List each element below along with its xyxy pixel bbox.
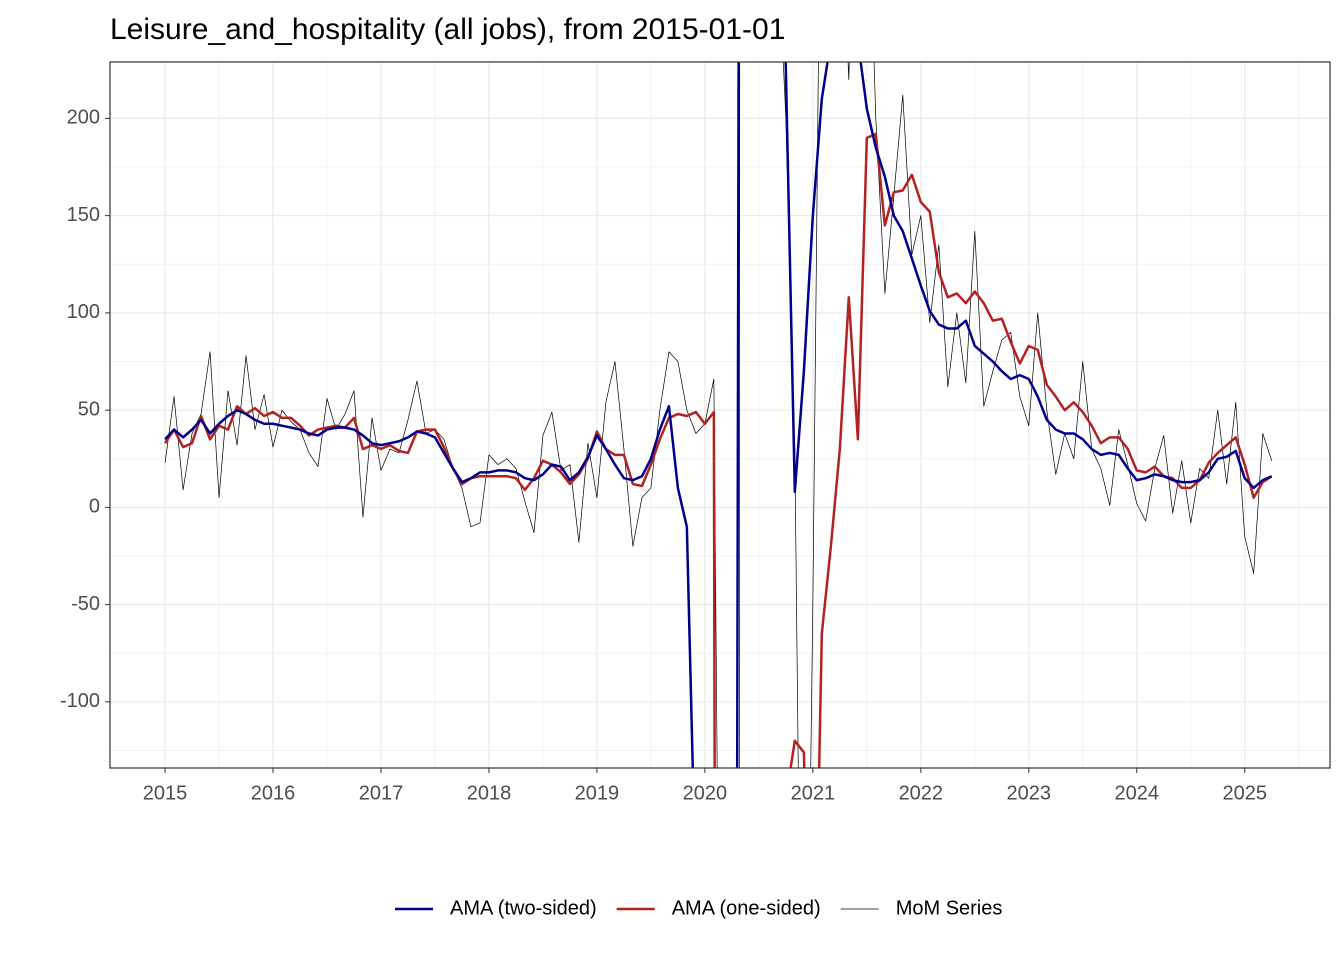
x-tick-label: 2021 <box>791 782 836 804</box>
series-line <box>164 62 1273 768</box>
x-tick-label: 2025 <box>1222 782 1267 804</box>
series-line <box>164 132 1273 768</box>
y-tick-label: 100 <box>67 301 100 323</box>
x-tick-label: 2020 <box>683 782 728 804</box>
y-tick-label: 50 <box>78 398 100 420</box>
grid <box>110 62 1330 768</box>
y-tick-label: 0 <box>89 496 100 518</box>
y-tick-label: 150 <box>67 204 100 226</box>
series-line <box>164 62 1273 768</box>
y-tick-label: -100 <box>60 690 100 712</box>
axes: -100 -50 0 50 100 150 200 2015 2016 2017 2018 2019 2… <box>60 107 1267 805</box>
x-tick-label: 2022 <box>899 782 944 804</box>
y-tick-label: -50 <box>71 593 100 615</box>
x-tick-label: 2016 <box>251 782 296 804</box>
x-tick-label: 2023 <box>1007 782 1052 804</box>
x-tick-label: 2024 <box>1114 782 1159 804</box>
plot-lines <box>164 62 1273 768</box>
plot-border <box>109 61 1331 769</box>
chart-title: Leisure_and_hospitality (all jobs), from… <box>110 13 785 46</box>
legend: AMA (two-sided) AMA (one-sided) MoM Series <box>395 897 1002 919</box>
y-tick-label: 200 <box>67 107 100 129</box>
x-tick-label: 2017 <box>359 782 404 804</box>
x-tick-label: 2015 <box>143 782 188 804</box>
x-tick-label: 2019 <box>575 782 620 804</box>
x-tick-label: 2018 <box>467 782 512 804</box>
legend-label: MoM Series <box>896 897 1003 919</box>
legend-label: AMA (two-sided) <box>450 897 597 919</box>
legend-label: AMA (one-sided) <box>672 897 821 919</box>
